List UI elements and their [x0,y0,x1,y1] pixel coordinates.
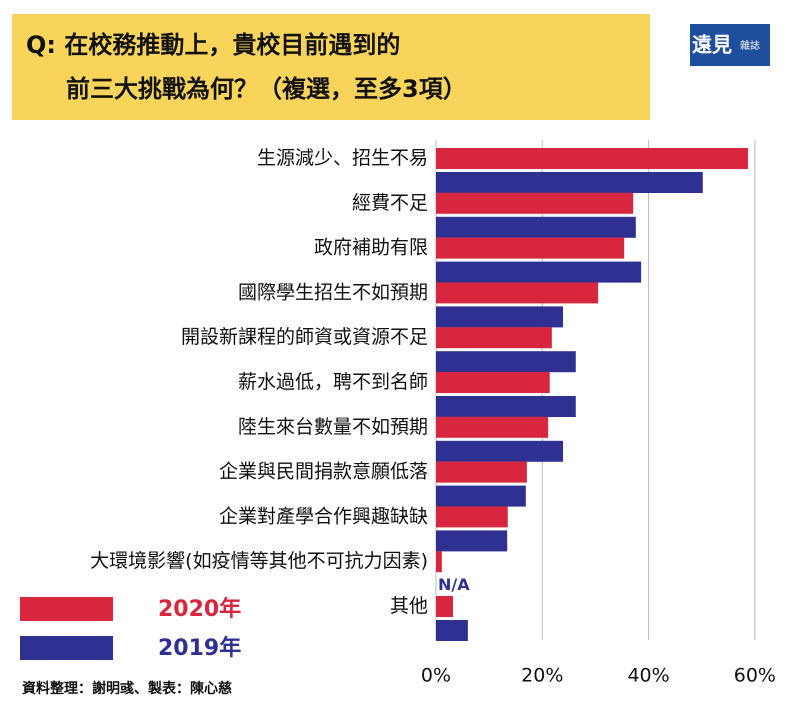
bar [436,620,468,641]
source-note: 資料整理：謝明彧、製表：陳心慈 [22,680,232,697]
chart-title: 前三大挑戰為何？（複選，至多3項） [66,75,467,103]
bar [436,372,550,393]
bar [436,192,634,214]
bar [436,327,552,349]
bar [436,461,527,483]
y-tick-label: 企業與民間捐款意願低落 [219,461,428,483]
legend-swatch [20,597,113,621]
bar [436,306,564,328]
legend-label: 2020年 [158,596,241,622]
bar [436,596,454,617]
bar [436,396,576,417]
bar [436,237,625,259]
title-box [12,14,650,120]
x-tick-label: 0% [421,665,451,687]
data-label: N/A [438,575,470,594]
y-tick-label: 其他 [390,595,428,617]
bar [436,172,703,193]
x-tick-label: 40% [627,665,669,687]
y-tick-label: 生源減少、招生不易 [257,147,428,169]
brand-sub: 雜誌 [740,39,760,52]
chart-title: Q: 在校務推動上，貴校目前遇到的 [26,31,400,59]
bar [436,261,642,283]
legend-label: 2019年 [158,635,241,661]
brand-name: 遠見 [692,33,732,57]
bar [436,216,636,238]
y-tick-label: 政府補助有限 [314,237,428,259]
y-tick-label: 陸生來台數量不如預期 [238,416,428,438]
x-tick-label: 60% [734,665,776,687]
x-tick-label: 20% [521,665,563,687]
bar [436,351,576,373]
bar [436,148,748,169]
bar [436,440,564,462]
bar [436,506,508,528]
y-tick-label: 薪水過低，聘不到名師 [238,371,428,393]
bar [436,551,442,573]
y-tick-label: 國際學生招生不如預期 [238,281,428,303]
y-tick-label: 大環境影響(如疫情等其他不可抗力因素) [90,550,428,572]
y-tick-label: 企業對產學合作興趣缺缺 [219,505,428,527]
bar [436,530,508,552]
brand-logo [690,24,770,66]
legend-swatch [20,636,113,660]
bar [436,282,599,304]
bar [436,416,549,438]
y-tick-label: 經費不足 [352,192,428,214]
y-tick-label: 開設新課程的師資或資源不足 [181,326,428,348]
bar [436,485,526,507]
